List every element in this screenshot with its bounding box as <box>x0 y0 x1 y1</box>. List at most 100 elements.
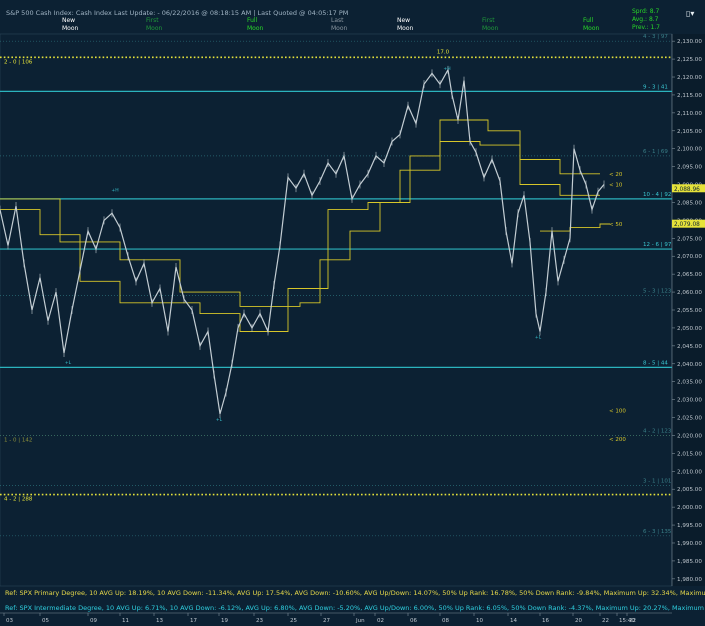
x-tick-label: 10 <box>476 618 483 624</box>
moon-phase-line1: First <box>146 17 159 24</box>
x-tick-label: 06 <box>410 618 417 624</box>
cyan-level-label: 10 - 4 | 92 <box>643 192 671 198</box>
reference-price-tag <box>672 219 705 228</box>
plot-area <box>0 33 673 587</box>
reference-price-label: 2,079.08 <box>674 222 700 228</box>
pivot-label: +H <box>111 188 118 194</box>
moon-phase-line1: Full <box>583 17 594 24</box>
x-tick-label: 08 <box>442 618 449 624</box>
moon-phase-line2: Moon <box>247 25 264 32</box>
y-tick-label: 2,015.00 <box>677 451 702 457</box>
moon-phase-first: First Moon <box>146 17 162 33</box>
pivot-label: +L <box>216 417 223 423</box>
x-tick-label: 02 <box>377 618 384 624</box>
menu-dropdown-icon[interactable]: ▯▾ <box>686 9 695 18</box>
moon-phase-line2: Moon <box>146 25 163 32</box>
y-tick-label: 2,010.00 <box>677 469 702 475</box>
moon-phase-new: New Moon <box>62 17 78 33</box>
moving-average-50 <box>540 223 610 232</box>
y-tick-label: 2,050.00 <box>677 326 702 332</box>
cyan-level-label: 3 - 1 | 101 <box>643 479 671 485</box>
moon-phase-line1: New <box>62 17 76 24</box>
cyan-level-label: 5 - 3 | 123 <box>643 289 672 295</box>
x-tick-label: Jun <box>355 618 365 624</box>
moon-phase-full: Full Moon <box>583 17 599 33</box>
x-tick-label: 13 <box>156 618 163 624</box>
cyan-level-label: 12 - 6 | 97 <box>643 242 672 248</box>
x-tick-label: 25 <box>290 618 297 624</box>
moon-phase-line2: Moon <box>331 25 348 32</box>
cyan-level-label: 9 - 3 | 41 <box>643 84 668 90</box>
cyan-level-label: 6 - 1 | 69 <box>643 149 668 155</box>
pivot-label: +L <box>65 360 72 366</box>
moving-average-label: < 200 <box>609 437 626 443</box>
moon-phase-last: Last Moon <box>331 17 347 33</box>
last-price-tag <box>672 184 705 193</box>
x-tick-label: 20 <box>575 618 582 624</box>
moving-average-10 <box>0 141 600 332</box>
y-tick-label: 2,030.00 <box>677 398 702 404</box>
moving-average-label: < 20 <box>609 172 623 178</box>
x-tick-label: 03 <box>6 618 13 624</box>
moving-average-20 <box>0 119 600 307</box>
moon-phase-line1: Full <box>247 17 258 24</box>
y-tick-label: 2,130.00 <box>677 39 702 45</box>
previous-value: Prev.: 1.7 <box>632 24 661 31</box>
moon-phase-first: First Moon <box>482 17 498 33</box>
spread-value: Sprd: 8.7 <box>632 8 660 15</box>
pivot-label: +H <box>443 66 450 72</box>
cyan-level-label: 4 - 2 | 123 <box>643 428 672 434</box>
moon-phase-line1: First <box>482 17 495 24</box>
y-tick-label: 2,075.00 <box>677 236 702 242</box>
top-marker-label: 17.0 <box>437 49 450 55</box>
x-tick-label: 23 <box>256 618 263 624</box>
x-tick-label: 22 <box>602 618 609 624</box>
pivot-label: +L <box>535 335 542 341</box>
y-tick-label: 2,100.00 <box>677 147 702 153</box>
y-tick-label: 2,125.00 <box>677 57 702 63</box>
cyan-level-label: 4 - 3 | 97 <box>643 34 668 40</box>
last-price-label: 2,088.96 <box>674 187 700 193</box>
moon-phase-line2: Moon <box>397 25 414 32</box>
spread-stats: Sprd: 8.7 Avg.: 8.7 Prev.: 1.7 <box>632 8 660 32</box>
x-tick-label: 15:40 <box>619 618 635 624</box>
y-tick-label: 1,995.00 <box>677 523 702 529</box>
yellow-level-label: 2 - 0 | 106 <box>4 59 33 65</box>
y-axis-area <box>672 34 705 586</box>
y-tick-label: 2,005.00 <box>677 487 702 493</box>
moon-phase-line2: Moon <box>482 25 499 32</box>
x-tick-label: 27 <box>323 618 330 624</box>
y-tick-label: 2,110.00 <box>677 111 702 117</box>
y-tick-label: 2,095.00 <box>677 165 702 171</box>
y-tick-label: 2,120.00 <box>677 75 702 81</box>
cyan-level-label: 6 - 3 | 135 <box>643 529 672 535</box>
y-tick-label: 2,065.00 <box>677 272 702 278</box>
moon-phase-line2: Moon <box>62 25 79 32</box>
y-tick-label: 2,105.00 <box>677 129 702 135</box>
y-tick-label: 2,035.00 <box>677 380 702 386</box>
moon-phase-line1: New <box>397 17 411 24</box>
ref-primary-degree: Ref: SPX Primary Degree, 10 AVG Up: 18.1… <box>5 589 705 597</box>
title-bar: S&P 500 Cash Index: Cash Index Last Upda… <box>0 0 705 34</box>
average-value: Avg.: 8.7 <box>632 16 659 23</box>
moon-phase-line2: Moon <box>583 25 600 32</box>
y-tick-label: 2,020.00 <box>677 433 702 439</box>
y-tick-label: 2,000.00 <box>677 505 702 511</box>
moon-phase-line1: Last <box>331 17 344 24</box>
y-tick-label: 1,985.00 <box>677 559 702 565</box>
moving-average-label: < 50 <box>609 222 623 228</box>
moon-phase-new: New Moon <box>397 17 413 33</box>
x-tick-label: 17 <box>190 618 197 624</box>
yellow-level-label: 4 - 2 | 288 <box>4 497 33 503</box>
y-tick-label: 1,980.00 <box>677 577 702 583</box>
x-tick-label: 05 <box>42 618 49 624</box>
y-tick-label: 2,045.00 <box>677 344 702 350</box>
x-tick-label: 11 <box>122 618 129 624</box>
ref-intermediate-degree: Ref: SPX Intermediate Degree, 10 AVG Up:… <box>5 604 705 612</box>
y-tick-label: 2,025.00 <box>677 416 702 422</box>
y-tick-label: 2,070.00 <box>677 254 702 260</box>
y-tick-label: 1,990.00 <box>677 541 702 547</box>
moving-average-label: < 10 <box>609 183 623 189</box>
x-tick-label: 09 <box>90 618 97 624</box>
